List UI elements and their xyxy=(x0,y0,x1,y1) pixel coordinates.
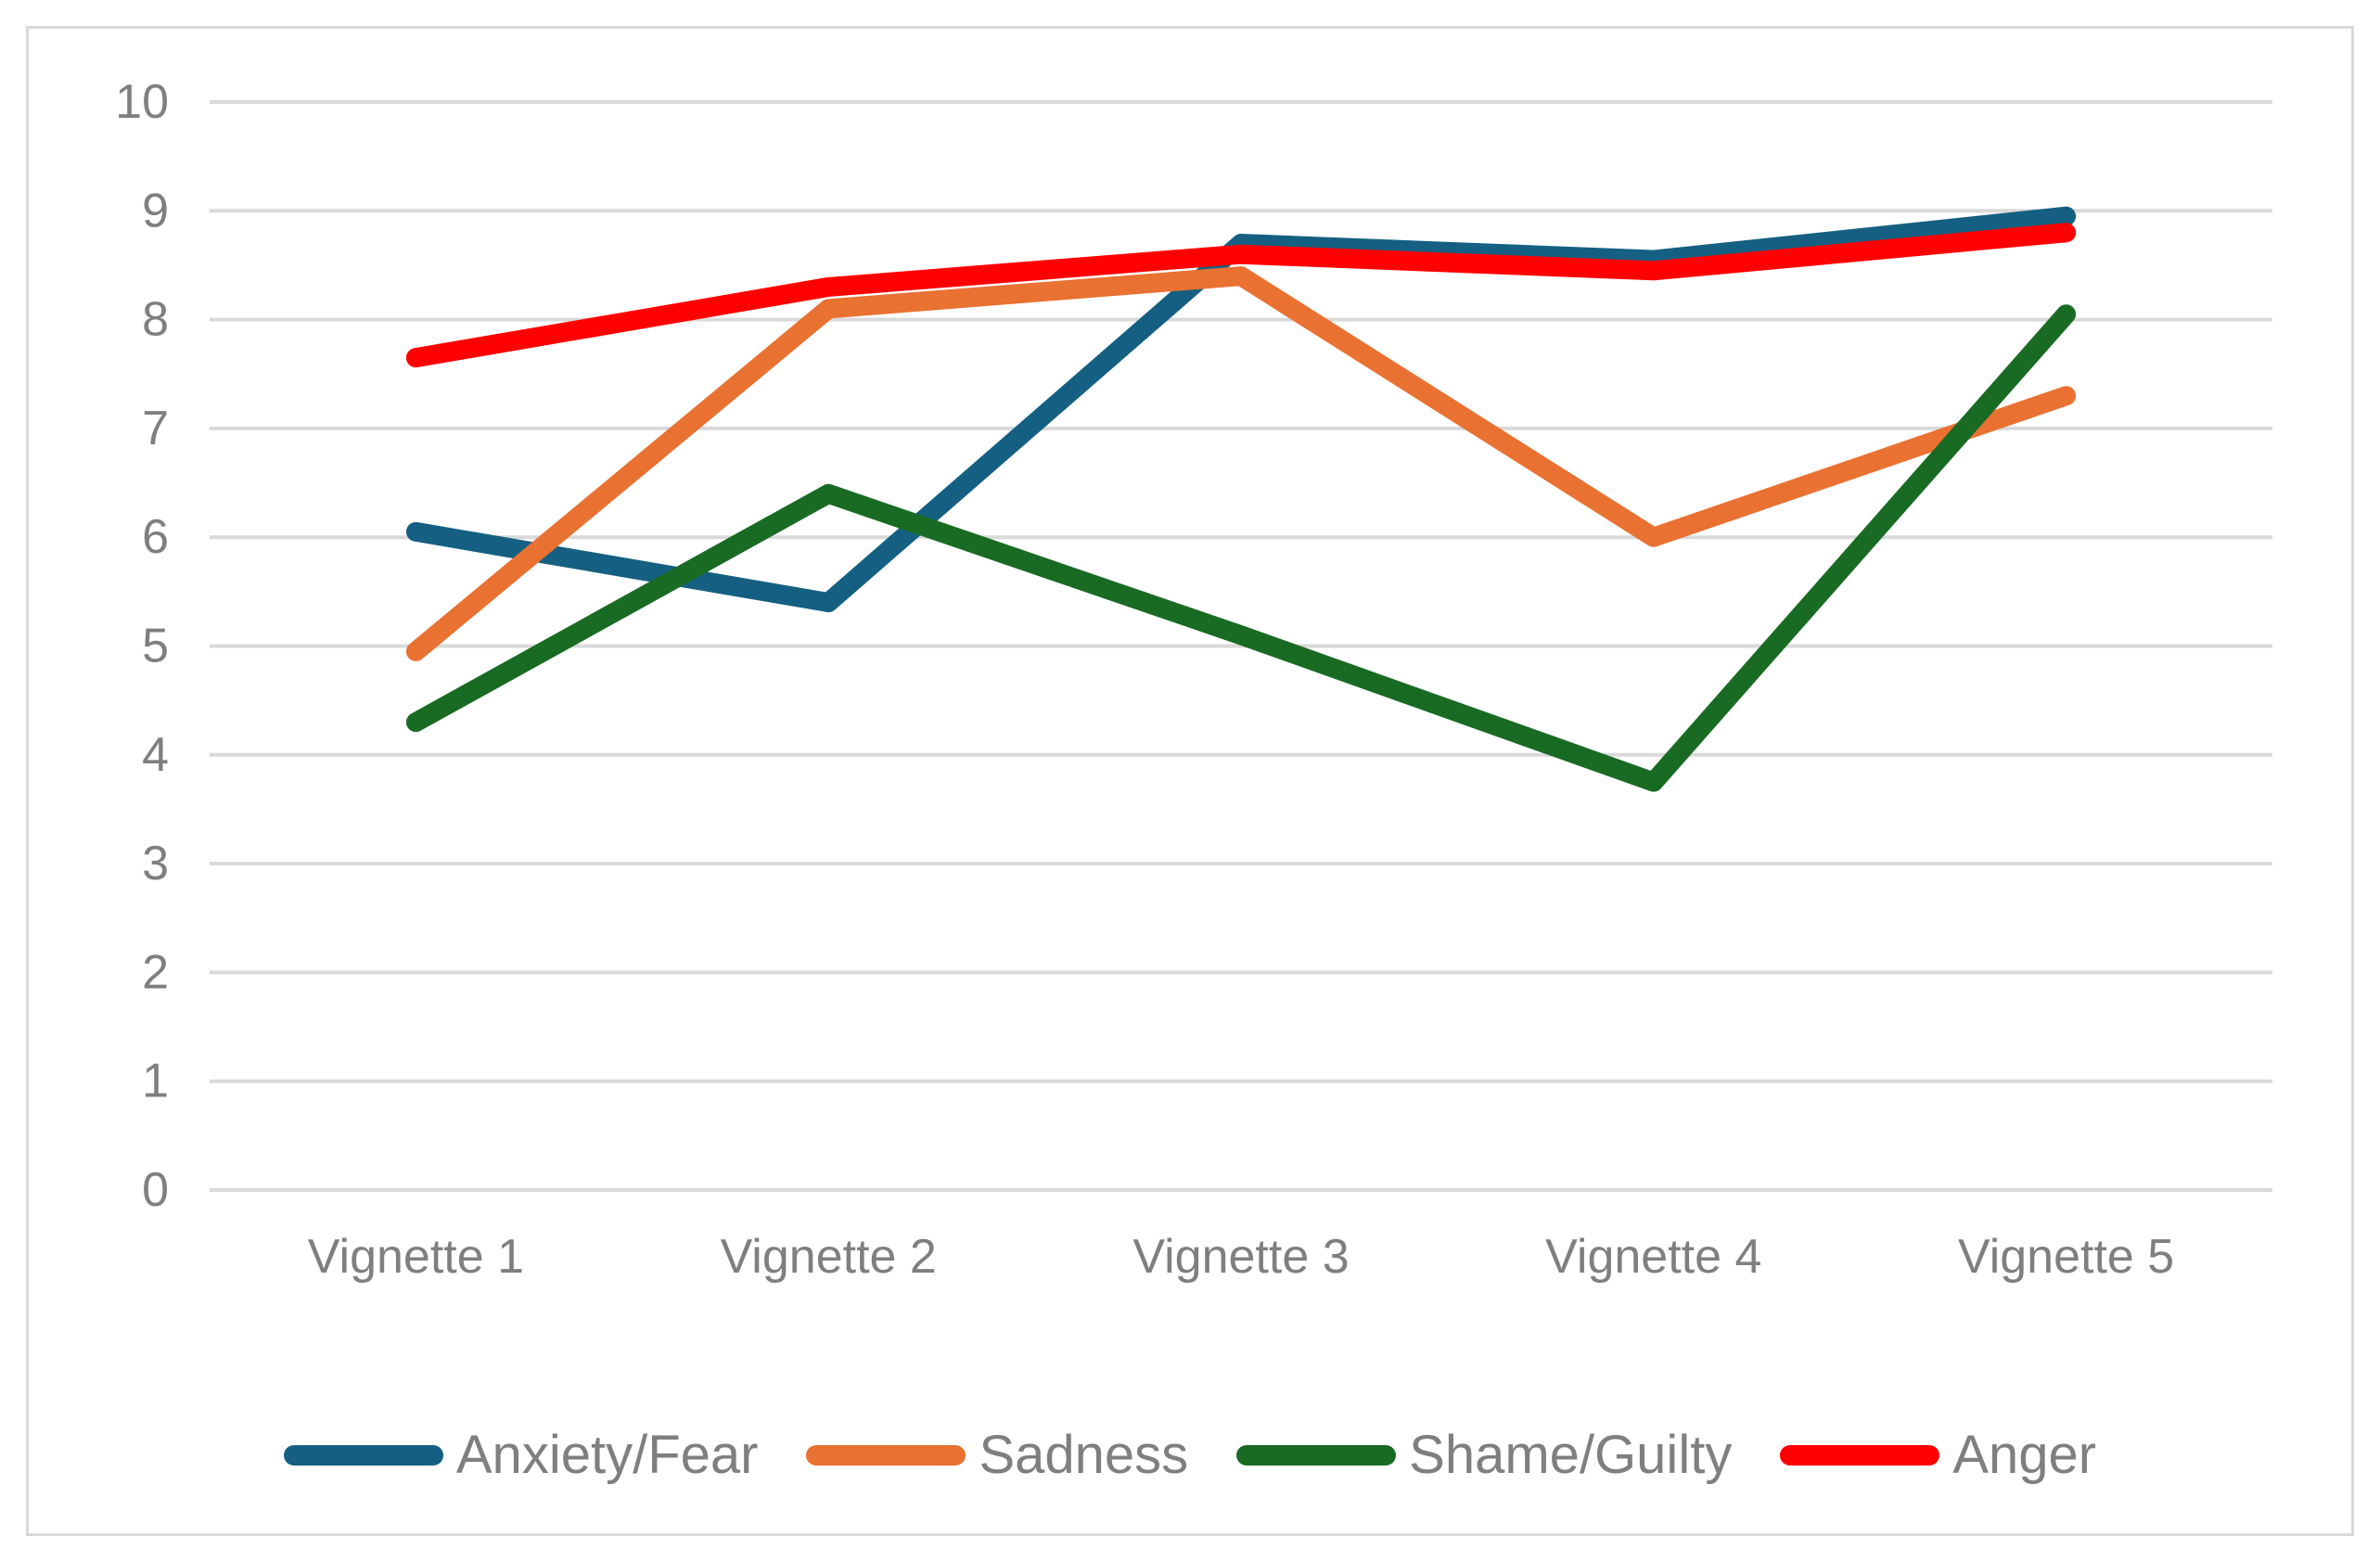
y-axis-tick-label: 0 xyxy=(142,1163,169,1217)
legend-label-anxiety-fear: Anxiety/Fear xyxy=(455,1425,759,1485)
legend-swatch-anger xyxy=(1780,1445,1940,1466)
legend-item-anger: Anger xyxy=(1780,1428,2096,1482)
y-axis-tick-label: 1 xyxy=(142,1055,169,1108)
x-axis-category-label: Vignette 4 xyxy=(1545,1230,1761,1284)
legend-item-shame-guilty: Shame/Guilty xyxy=(1236,1428,1732,1482)
x-axis-category-label: Vignette 2 xyxy=(721,1230,937,1284)
legend-swatch-anxiety-fear xyxy=(283,1445,443,1466)
legend-item-sadness: Sadness xyxy=(806,1428,1188,1482)
y-axis-tick-label: 3 xyxy=(142,837,169,890)
legend-label-shame-guilty: Shame/Guilty xyxy=(1409,1425,1733,1485)
x-axis-category-label: Vignette 3 xyxy=(1132,1230,1349,1284)
series-line-anger xyxy=(405,223,2077,368)
y-axis-tick-label: 8 xyxy=(142,293,169,347)
legend-swatch-shame-guilty xyxy=(1236,1445,1397,1466)
y-axis-tick-label: 6 xyxy=(142,510,169,564)
y-axis-tick-label: 2 xyxy=(142,945,169,999)
series-line-sadness xyxy=(405,266,2077,661)
y-axis-tick-label: 9 xyxy=(142,184,169,237)
y-axis-tick-label: 10 xyxy=(115,75,169,129)
y-axis-tick-label: 7 xyxy=(142,402,169,455)
y-axis-tick-label: 5 xyxy=(142,620,169,673)
x-axis-category-label: Vignette 1 xyxy=(308,1230,524,1284)
x-axis-category-label: Vignette 5 xyxy=(1958,1230,2174,1284)
legend-swatch-sadness xyxy=(806,1445,966,1466)
legend-label-sadness: Sadness xyxy=(979,1425,1189,1485)
y-axis-tick-label: 4 xyxy=(142,728,169,782)
series-line-shame-guilty xyxy=(405,304,2077,792)
legend-label-anger: Anger xyxy=(1952,1425,2097,1485)
chart-legend: Anxiety/Fear Sadness Shame/Guilty Anger xyxy=(0,1428,2380,1482)
legend-item-anxiety-fear: Anxiety/Fear xyxy=(283,1425,759,1485)
